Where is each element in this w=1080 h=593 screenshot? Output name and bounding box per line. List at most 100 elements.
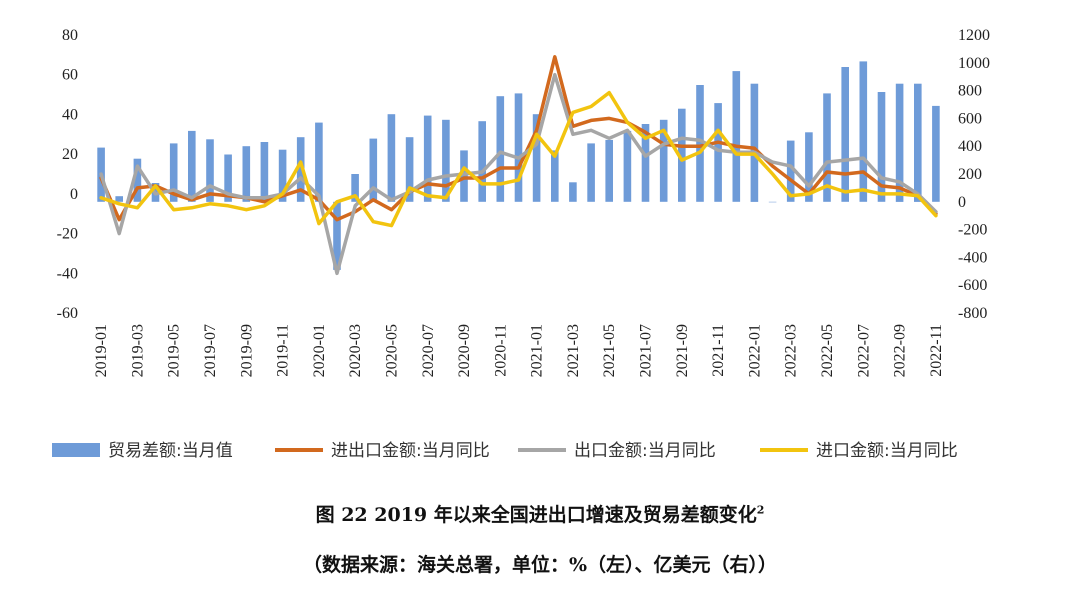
bar-2022-05 [823,93,831,202]
bar-2022-08 [877,92,886,202]
x-tick-label: 2022-07 [855,324,872,377]
bar-2021-06 [623,130,632,202]
bar-2021-07 [641,124,650,202]
bar-2019-03 [133,158,142,202]
bar-series-trade-balance [97,61,940,270]
right-tick-label: 400 [958,138,982,155]
chart-title: 图 22 2019 年以来全国进出口增速及贸易差额变化2 [0,500,1080,527]
right-tick-label: 1200 [958,27,990,44]
bar-2021-04 [587,143,595,202]
legend-label: 进口金额:当月同比 [816,441,958,461]
bar-2022-01 [750,83,759,202]
x-tick-label: 2020-11 [492,324,509,377]
bar-2021-02 [551,150,559,202]
bar-2021-09 [678,108,686,202]
right-axis-tick-labels: 1200 1000 800 600 400 200 0 -200 -400 -600 -800 [958,27,990,322]
bar-2019-10 [260,142,269,202]
x-tick-label: 2020-09 [456,324,473,377]
x-axis-tick-labels: 2019-01 2019-03 2019-05 2019-07 2019-09 2019-… [93,324,945,377]
bar-2022-03 [786,140,795,202]
bar-2021-11 [714,103,722,202]
legend-swatch [52,443,100,457]
bar-2022-10 [914,83,922,202]
x-tick-label: 2021-09 [674,324,691,377]
bar-2020-06 [405,137,414,202]
right-tick-label: 0 [958,194,966,211]
bar-2019-08 [224,154,232,202]
x-tick-label: 2021-07 [638,324,655,377]
right-tick-label: -600 [958,277,987,294]
bar-2022-02 [768,201,777,203]
right-tick-label: -800 [958,305,987,322]
bar-2021-05 [605,139,613,202]
left-tick-label: 40 [62,106,78,123]
left-tick-label: 80 [62,27,78,44]
chart-subtitle: （数据来源：海关总署，单位：%（左）、亿美元（右）） [302,554,778,576]
bar-2019-07 [206,139,214,202]
x-tick-label: 2021-05 [601,324,618,377]
bar-2020-03 [351,174,359,202]
line-series-3 [99,90,938,228]
bar-2021-12 [732,71,741,202]
line-series-group [99,55,938,276]
bar-2022-11 [932,105,940,202]
right-tick-label: -200 [958,222,987,239]
x-tick-label: 2019-05 [166,324,183,377]
bar-2019-02 [115,196,123,202]
x-tick-label: 2022-05 [819,324,836,377]
x-tick-label: 2020-05 [384,324,401,377]
bar-2022-07 [859,61,868,202]
left-tick-label: -20 [57,226,78,243]
bar-2019-11 [278,149,287,202]
bar-2019-05 [169,143,178,202]
x-tick-label: 2022-01 [746,324,763,377]
bar-2021-10 [696,85,704,202]
bar-2022-09 [895,83,904,202]
right-tick-label: 800 [958,83,982,100]
line-series-2 [99,72,938,276]
right-tick-label: -400 [958,249,987,266]
bar-2020-12 [514,93,523,202]
left-tick-label: -60 [57,305,78,322]
chart-title-text: 图 22 2019 年以来全国进出口增速及贸易差额变化 [315,504,757,526]
x-tick-label: 2020-01 [311,324,328,377]
bar-2020-08 [442,119,450,202]
x-tick-label: 2021-01 [529,324,546,377]
bar-2020-11 [496,96,505,202]
left-axis-tick-labels: 80 60 40 20 0 -20 -40 -60 [57,27,78,322]
x-tick-label: 2019-07 [202,324,219,377]
bar-2020-10 [478,121,486,202]
bar-2022-04 [805,132,813,202]
bar-2021-08 [659,119,668,202]
x-tick-label: 2020-03 [347,324,364,377]
x-tick-label: 2019-03 [129,324,146,377]
right-tick-label: 200 [958,166,982,183]
left-tick-label: 20 [62,146,78,163]
bar-2020-01 [315,122,323,202]
x-tick-label: 2020-07 [420,324,437,377]
left-tick-label: 60 [62,67,78,84]
x-tick-label: 2019-09 [238,324,255,377]
bar-2019-12 [296,137,305,202]
bar-2020-05 [387,114,396,202]
bar-2020-07 [423,115,432,202]
legend-label: 贸易差额:当月值 [108,441,233,461]
legend-label: 进出口金额:当月同比 [331,441,490,461]
left-tick-label: -40 [57,265,78,282]
legend: 贸易差额:当月值 进出口金额:当月同比 出口金额:当月同比 进口金额:当月同比 [52,441,958,461]
bar-2020-09 [460,150,468,202]
bar-2019-09 [242,146,251,202]
x-tick-label: 2022-11 [928,324,945,377]
bar-2019-06 [188,130,196,202]
bar-2020-04 [369,138,378,202]
x-tick-label: 2021-03 [565,324,582,377]
chart-title-footnote: 2 [756,503,765,517]
bar-2021-03 [569,182,577,202]
bar-2020-02 [333,201,341,270]
x-tick-label: 2019-01 [93,324,110,377]
left-tick-label: 0 [70,186,78,203]
legend-label: 出口金额:当月同比 [574,441,716,461]
x-tick-label: 2022-09 [892,324,909,377]
x-tick-label: 2021-11 [710,324,727,377]
